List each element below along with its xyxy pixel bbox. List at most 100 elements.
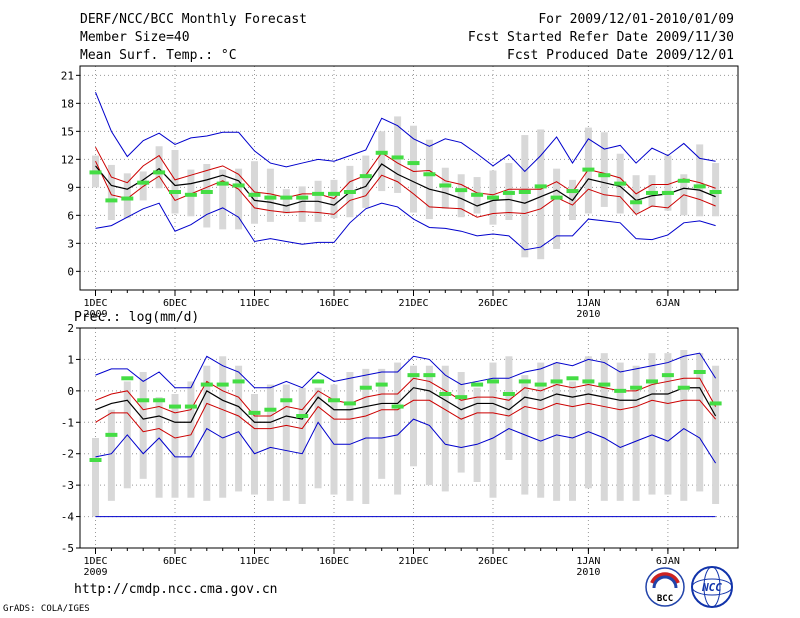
prec-range-box bbox=[664, 353, 672, 495]
prec-obs-mark bbox=[661, 373, 674, 378]
forecast-period: For 2009/12/01-2010/01/09 bbox=[538, 12, 734, 27]
prec-xtick-label: 6DEC bbox=[163, 556, 187, 567]
prec-range-box bbox=[712, 365, 720, 504]
temp-ytick-label: 0 bbox=[67, 265, 74, 278]
prec-xtick-label: 26DEC bbox=[478, 556, 508, 567]
prec-range-box bbox=[569, 381, 576, 501]
temp-obs-mark bbox=[89, 170, 102, 175]
prec-range-box bbox=[600, 353, 608, 501]
temp-obs-mark bbox=[153, 170, 166, 175]
prec-lower-pct-line bbox=[95, 399, 716, 439]
temp-obs-mark bbox=[661, 190, 674, 195]
prec-range-box bbox=[410, 365, 417, 467]
temp-lower-pct-line bbox=[95, 160, 716, 218]
temp-range-box bbox=[441, 167, 449, 209]
prec-min-line bbox=[95, 418, 717, 464]
temp-range-box bbox=[203, 164, 211, 228]
temp-obs-mark bbox=[693, 184, 706, 189]
temp-obs-mark bbox=[598, 173, 611, 178]
prec-obs-mark bbox=[328, 398, 340, 403]
prec-ytick-label: -2 bbox=[61, 448, 74, 461]
temp-obs-mark bbox=[169, 190, 181, 194]
prec-ytick-label: 2 bbox=[67, 322, 74, 335]
temp-xtick-label: 11DEC bbox=[239, 298, 269, 309]
temp-obs-mark bbox=[487, 195, 499, 200]
temp-xtick-label: 16DEC bbox=[319, 298, 349, 309]
prec-mean-line bbox=[95, 387, 717, 423]
temp-ytick-label: 21 bbox=[61, 69, 74, 82]
prec-range-box bbox=[378, 368, 386, 479]
prec-obs-mark bbox=[216, 382, 229, 387]
prec-obs-mark bbox=[343, 401, 356, 406]
ncc-logo: NCC bbox=[691, 566, 733, 608]
temp-xtick-label: 26DEC bbox=[478, 298, 508, 309]
temp-obs-mark bbox=[677, 178, 690, 183]
temp-range-box bbox=[298, 186, 306, 222]
prec-range-box bbox=[394, 362, 402, 495]
bcc-logo-text: BCC bbox=[657, 594, 673, 604]
prec-obs-mark bbox=[89, 458, 102, 462]
forecast-started: Fcst Started Refer Date 2009/11/30 bbox=[467, 30, 734, 45]
temp-obs-mark bbox=[439, 183, 452, 188]
prec-range-box bbox=[537, 362, 545, 498]
temp-obs-mark bbox=[184, 192, 197, 197]
temp-obs-mark bbox=[630, 200, 643, 205]
temp-obs-mark bbox=[709, 190, 722, 194]
temp-xtick-label: 1JAN bbox=[576, 298, 600, 309]
prec-obs-mark bbox=[534, 382, 547, 387]
temp-min-line bbox=[95, 202, 716, 251]
prec-obs-mark bbox=[614, 388, 627, 393]
prec-obs-mark bbox=[582, 379, 595, 384]
temp-obs-mark bbox=[328, 191, 340, 196]
temp-obs-mark bbox=[582, 167, 595, 172]
temp-ytick-label: 9 bbox=[67, 181, 74, 194]
prec-obs-mark bbox=[359, 385, 372, 390]
ncc-logo-text: NCC bbox=[701, 581, 722, 594]
temp-obs-mark bbox=[296, 195, 309, 200]
prec-xtick-year: 2009 bbox=[83, 567, 107, 578]
logos: BCC NCC bbox=[645, 566, 733, 608]
footer-url[interactable]: http://cmdp.ncc.cma.gov.cn bbox=[74, 582, 278, 597]
temp-obs-mark bbox=[646, 190, 658, 195]
temp-obs-mark bbox=[280, 195, 293, 200]
temp-obs-mark bbox=[137, 180, 150, 185]
temp-xtick-year: 2010 bbox=[576, 309, 600, 320]
temp-range-box bbox=[362, 155, 370, 208]
temp-range-box bbox=[282, 189, 290, 214]
prec-obs-mark bbox=[184, 404, 197, 409]
temp-obs-mark bbox=[312, 191, 325, 196]
prec-ytick-label: 0 bbox=[67, 385, 74, 398]
temp-max-line bbox=[95, 91, 716, 173]
temp-obs-mark bbox=[518, 190, 531, 194]
prec-obs-mark bbox=[518, 379, 531, 384]
prec-range-box bbox=[107, 409, 115, 501]
temp-range-box bbox=[712, 163, 720, 217]
member-size: Member Size=40 bbox=[80, 30, 190, 45]
prec-obs-mark bbox=[693, 370, 706, 374]
variable-label: Mean Surf. Temp.: °C bbox=[80, 48, 237, 63]
temp-range-box bbox=[410, 125, 417, 213]
prec-range-box bbox=[203, 365, 211, 501]
temp-ytick-label: 18 bbox=[61, 97, 74, 110]
temp-obs-mark bbox=[216, 181, 229, 186]
prec-frame bbox=[79, 327, 739, 549]
prec-range-box bbox=[457, 372, 465, 473]
prec-obs-mark bbox=[121, 376, 134, 381]
prec-range-box bbox=[473, 387, 481, 482]
temp-obs-mark bbox=[359, 174, 372, 179]
prec-obs-mark bbox=[677, 385, 690, 390]
prec-range-box bbox=[139, 372, 147, 479]
prec-ytick-label: -1 bbox=[61, 416, 74, 429]
prec-ytick-label: -4 bbox=[61, 511, 75, 524]
temp-obs-mark bbox=[375, 150, 388, 155]
temp-obs-mark bbox=[566, 189, 579, 194]
temp-obs-mark bbox=[200, 190, 213, 194]
temp-obs-mark bbox=[248, 192, 261, 197]
temp-obs-mark bbox=[105, 198, 118, 203]
temp-range-box bbox=[155, 146, 163, 189]
prec-obs-mark bbox=[375, 382, 388, 387]
prec-obs-mark bbox=[423, 373, 436, 378]
temp-obs-mark bbox=[502, 190, 515, 195]
temp-xtick-year: 2009 bbox=[83, 309, 107, 320]
